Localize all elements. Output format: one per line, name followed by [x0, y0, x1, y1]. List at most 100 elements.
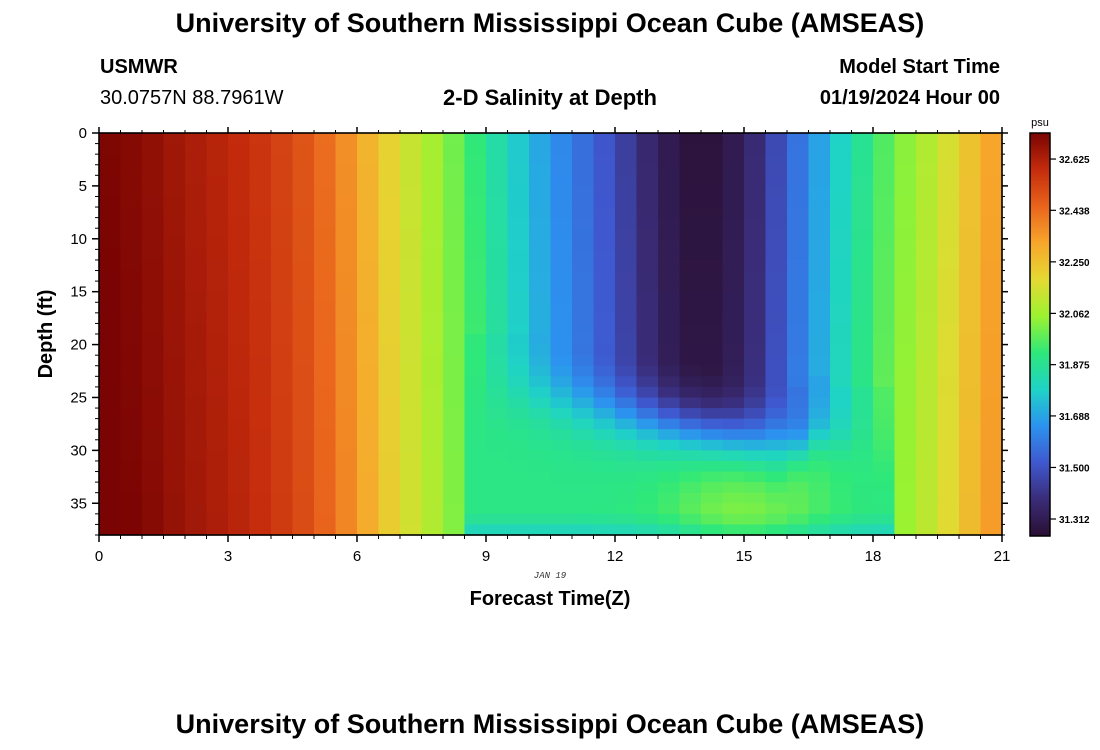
heatmap-cell: [636, 492, 659, 504]
heatmap-cell: [937, 386, 960, 399]
heatmap-cell: [314, 196, 337, 208]
heatmap-cell: [765, 492, 788, 504]
heatmap-cell: [722, 418, 745, 430]
heatmap-cell: [249, 259, 272, 272]
heatmap-cell: [400, 365, 423, 377]
heatmap-cell: [464, 154, 487, 166]
heatmap-cell: [636, 482, 659, 494]
heatmap-cell: [142, 185, 165, 198]
heatmap-cell: [464, 207, 487, 219]
heatmap-cell: [937, 228, 960, 240]
heatmap-cell: [99, 270, 122, 282]
heatmap-cell: [529, 492, 552, 504]
x-tick-label: 0: [95, 548, 103, 565]
heatmap-cell: [120, 154, 143, 166]
colorbar-units: psu: [1031, 117, 1049, 129]
heatmap-cell: [808, 302, 831, 314]
heatmap-cell: [744, 492, 767, 504]
heatmap-cell: [808, 185, 831, 198]
heatmap-cell: [421, 408, 444, 420]
heatmap-cell: [357, 196, 380, 208]
heatmap-cell: [163, 334, 186, 346]
heatmap-cell: [357, 429, 380, 441]
heatmap-cell: [185, 217, 208, 229]
heatmap-cell: [120, 376, 143, 388]
heatmap-cell: [249, 408, 272, 420]
heatmap-cell: [99, 365, 122, 377]
heatmap-cell: [443, 323, 466, 335]
heatmap-cell: [378, 408, 401, 420]
heatmap-cell: [185, 471, 208, 483]
y-tick-label: 10: [70, 231, 87, 248]
heatmap-cell: [357, 143, 380, 155]
heatmap-cell: [185, 249, 208, 261]
heatmap-cell: [572, 164, 595, 176]
heatmap-cell: [744, 312, 767, 325]
heatmap-cell: [142, 386, 165, 399]
heatmap-cell: [357, 133, 380, 145]
heatmap-cell: [163, 418, 186, 430]
heatmap-cell: [529, 513, 552, 526]
heatmap-cell: [980, 154, 1003, 166]
heatmap-cell: [185, 376, 208, 388]
heatmap-cell: [830, 397, 853, 409]
heatmap-cell: [464, 355, 487, 367]
heatmap-cell: [357, 175, 380, 187]
heatmap-cell: [357, 365, 380, 377]
heatmap-cell: [980, 291, 1003, 303]
heatmap-cell: [314, 450, 337, 462]
heatmap-cell: [292, 503, 315, 515]
heatmap-cell: [980, 259, 1003, 272]
heatmap-cell: [357, 249, 380, 261]
heatmap-cell: [206, 471, 229, 483]
heatmap-cell: [529, 397, 552, 409]
heatmap-cell: [959, 471, 982, 483]
heatmap-cell: [658, 185, 681, 198]
heatmap-cell: [142, 513, 165, 526]
heatmap-cell: [335, 397, 358, 409]
heatmap-cell: [357, 397, 380, 409]
heatmap-cell: [142, 154, 165, 166]
heatmap-cell: [701, 281, 724, 293]
heatmap-cell: [658, 238, 681, 250]
heatmap-cell: [894, 524, 917, 536]
heatmap-cell: [701, 143, 724, 155]
heatmap-cell: [443, 429, 466, 441]
heatmap-cell: [120, 312, 143, 325]
heatmap-cell: [615, 344, 638, 356]
heatmap-cell: [593, 259, 616, 272]
heatmap-cell: [959, 207, 982, 219]
heatmap-cell: [916, 450, 939, 462]
heatmap-cell: [443, 281, 466, 293]
heatmap-cell: [142, 482, 165, 494]
heatmap-cell: [486, 323, 509, 335]
heatmap-cell: [937, 355, 960, 367]
heatmap-cell: [507, 323, 530, 335]
heatmap-cell: [916, 397, 939, 409]
heatmap-cell: [292, 281, 315, 293]
heatmap-cell: [357, 344, 380, 356]
heatmap-cell: [830, 439, 853, 451]
heatmap-cell: [421, 228, 444, 240]
heatmap-cell: [335, 323, 358, 335]
heatmap-cell: [464, 503, 487, 515]
heatmap-cell: [701, 238, 724, 250]
heatmap-cell: [980, 365, 1003, 377]
heatmap-cell: [529, 291, 552, 303]
heatmap-cell: [980, 503, 1003, 515]
heatmap-cell: [335, 460, 358, 473]
heatmap-cell: [615, 471, 638, 483]
heatmap-cell: [142, 450, 165, 462]
heatmap-cell: [572, 492, 595, 504]
heatmap-cell: [163, 207, 186, 219]
heatmap-cell: [335, 291, 358, 303]
heatmap-cell: [314, 460, 337, 473]
heatmap-cell: [185, 460, 208, 473]
heatmap-cell: [421, 429, 444, 441]
heatmap-cell: [959, 249, 982, 261]
heatmap-cell: [916, 185, 939, 198]
heatmap-cell: [572, 175, 595, 187]
heatmap-cell: [701, 207, 724, 219]
heatmap-cell: [937, 143, 960, 155]
heatmap-cell: [421, 376, 444, 388]
